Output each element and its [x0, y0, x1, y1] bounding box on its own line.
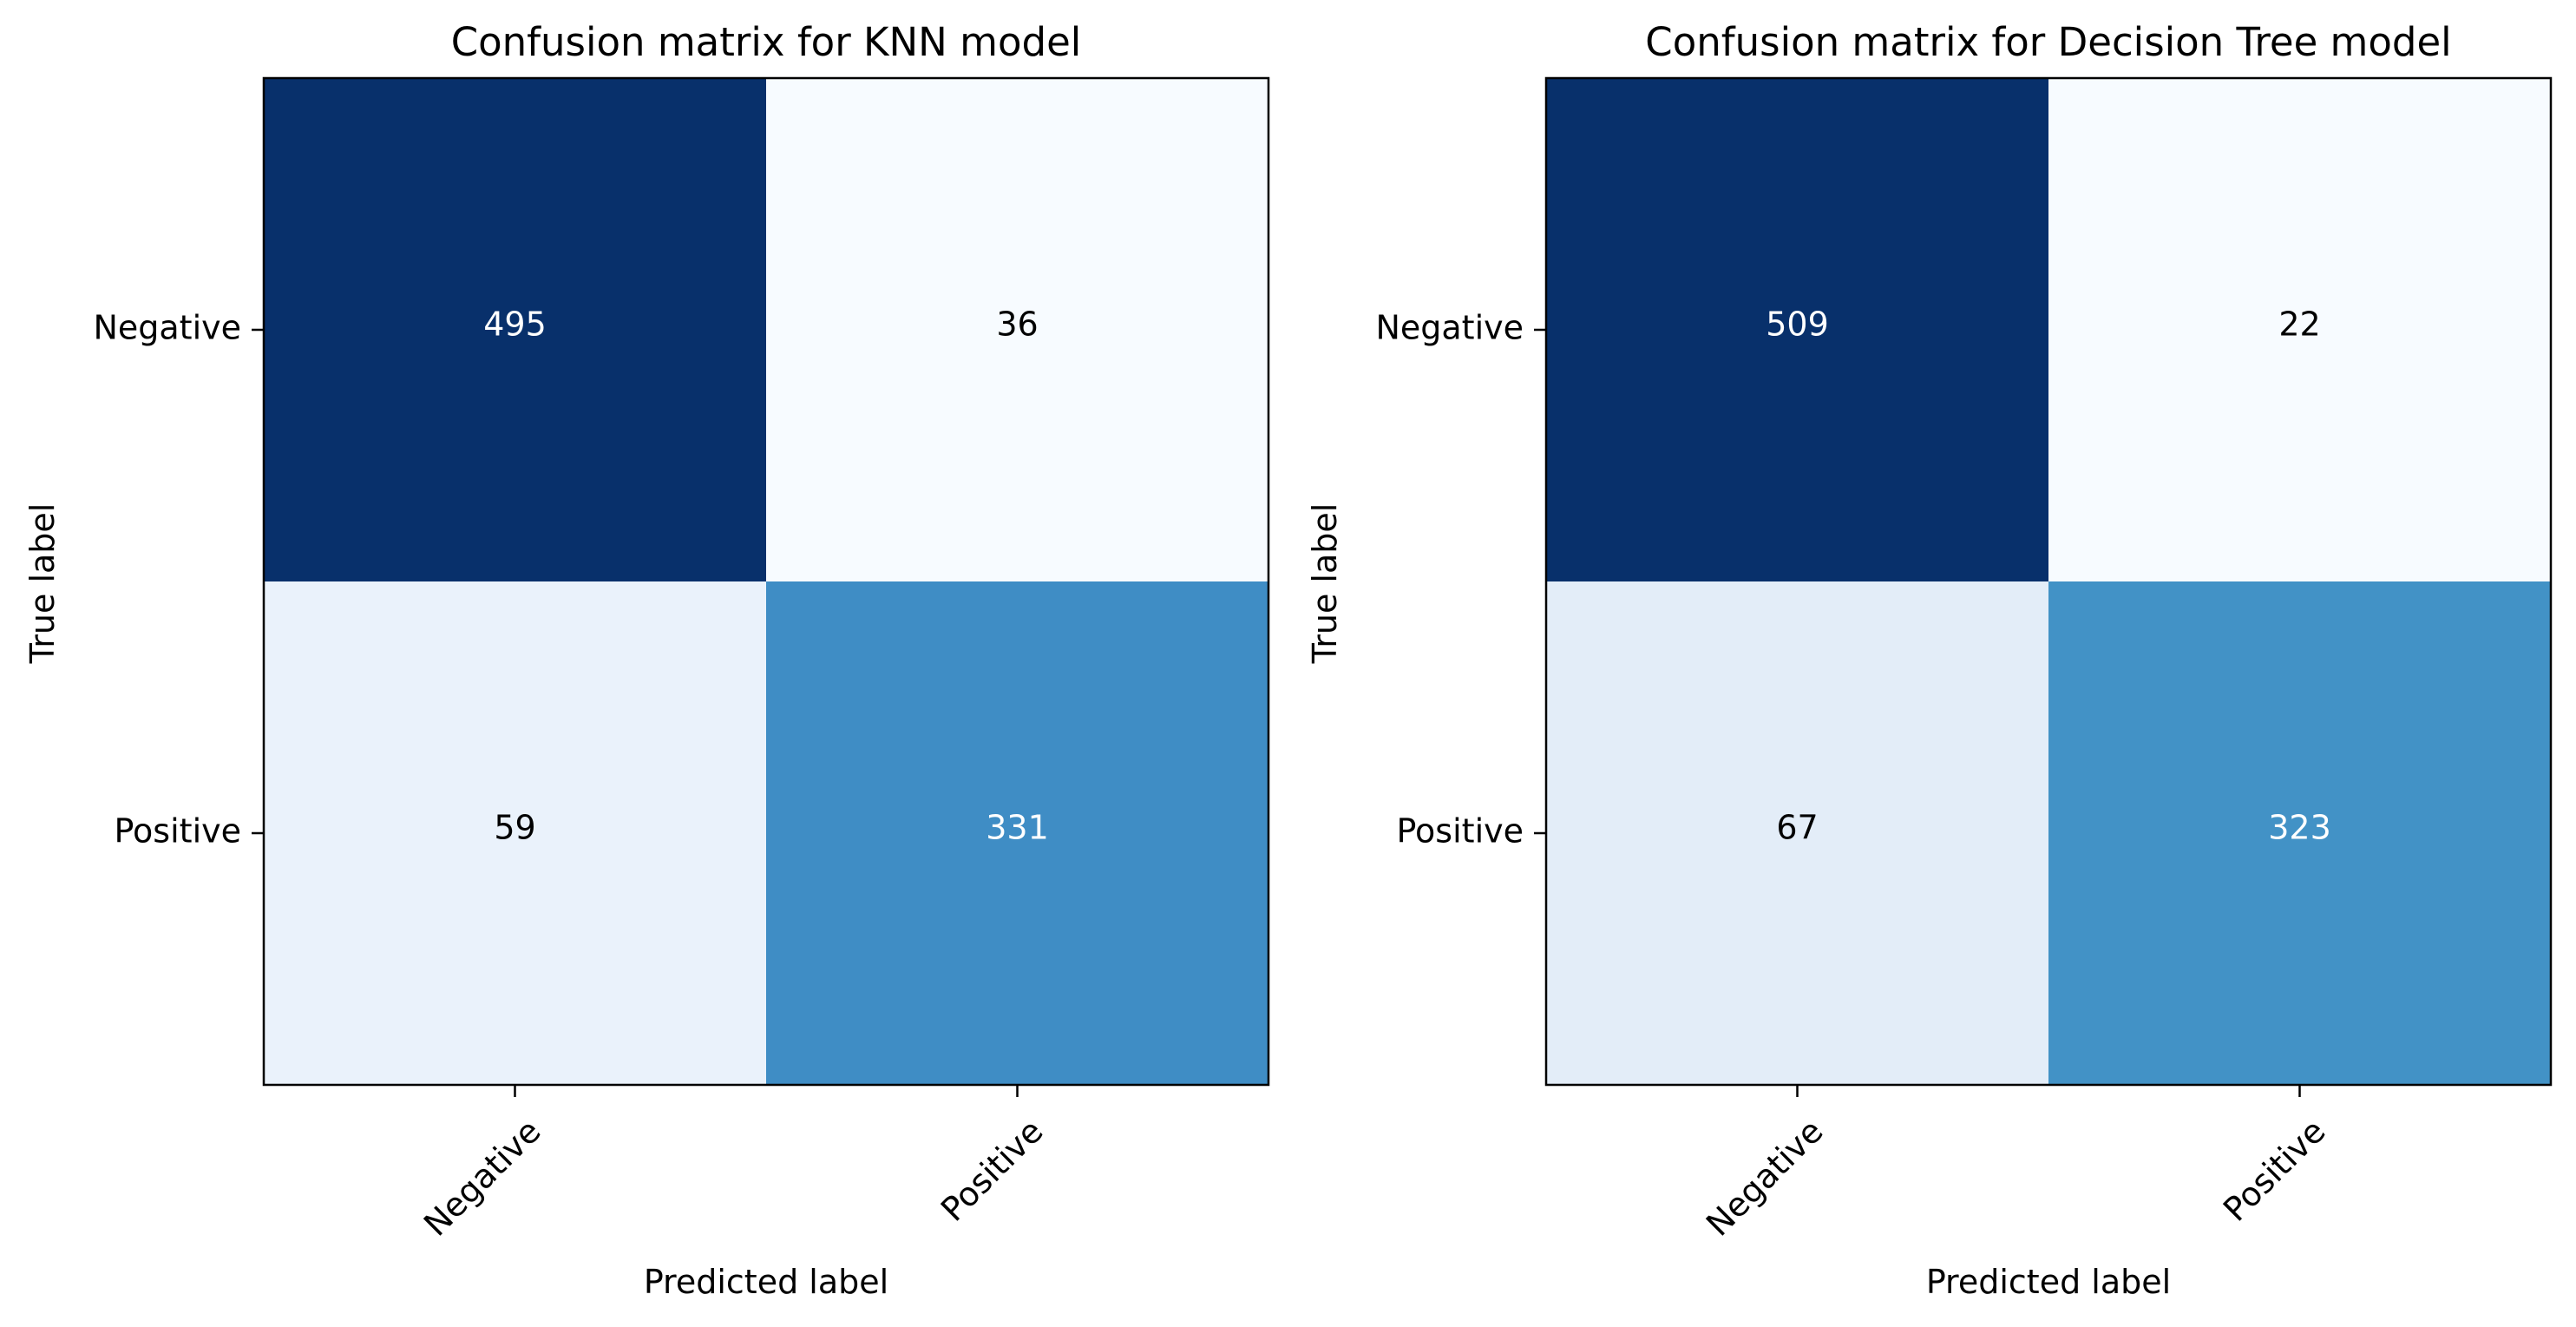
y-axis-label: True label — [1306, 503, 1344, 665]
y-tick-label: Negative — [93, 309, 241, 347]
decision-tree-confusion-matrix-panel: Confusion matrix for Decision Tree model… — [1306, 19, 2553, 1301]
heatmap-cell — [1546, 78, 2049, 582]
chart-title: Confusion matrix for Decision Tree model — [1645, 19, 2451, 65]
cell-value-label: 331 — [986, 809, 1049, 847]
y-axis-label: True label — [23, 503, 62, 665]
y-tick-label: Positive — [115, 812, 242, 851]
heatmap-cell — [1546, 581, 2049, 1086]
x-axis-label: Predicted label — [644, 1263, 888, 1301]
heatmap-cells: 495 36 59 331 — [264, 78, 1269, 1086]
cell-value-label: 67 — [1776, 809, 1818, 847]
plot-frame — [1544, 76, 2553, 1087]
cell-value-label: 36 — [996, 305, 1038, 344]
heatmap-cell — [264, 78, 767, 582]
heatmap-cell — [766, 581, 1269, 1086]
heatmap-cell — [2048, 78, 2552, 582]
heatmap-cell — [264, 581, 767, 1086]
cell-value-label: 495 — [483, 305, 547, 344]
cell-value-label: 509 — [1766, 305, 1829, 344]
chart-title: Confusion matrix for KNN model — [451, 19, 1082, 65]
cell-value-label: 59 — [494, 809, 535, 847]
cell-value-label: 22 — [2278, 305, 2320, 344]
knn-confusion-matrix-panel: Confusion matrix for KNN model 495 36 59 33… — [23, 19, 1270, 1301]
y-tick-label: Positive — [1397, 812, 1524, 851]
cell-value-label: 323 — [2268, 809, 2331, 847]
heatmap-cell — [2048, 581, 2552, 1086]
heatmap-cell — [766, 78, 1269, 582]
plot-frame — [262, 76, 1270, 1087]
y-tick-label: Negative — [1375, 309, 1524, 347]
x-axis-label: Predicted label — [1926, 1263, 2171, 1301]
heatmap-cells: 509 22 67 323 — [1546, 78, 2552, 1086]
